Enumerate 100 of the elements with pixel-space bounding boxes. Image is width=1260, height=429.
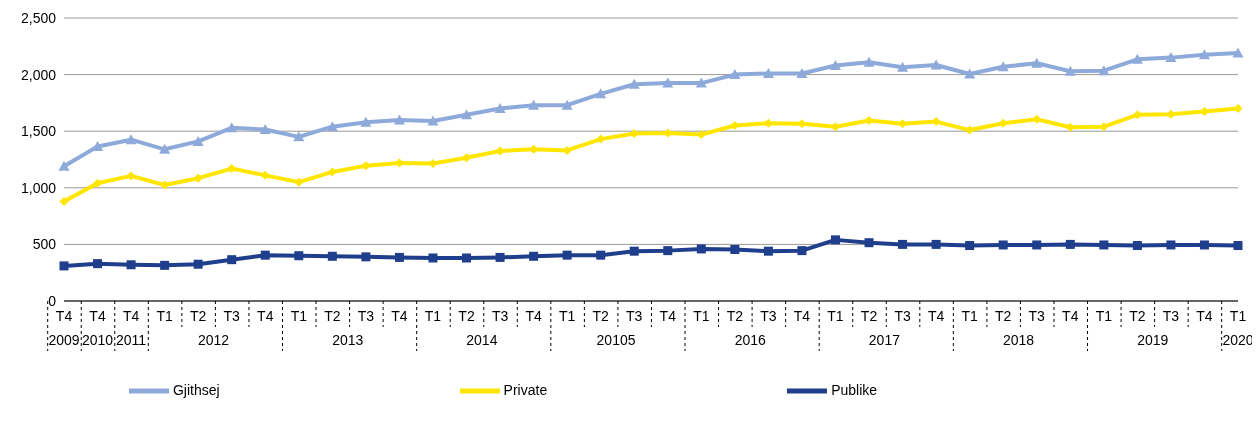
point xyxy=(529,251,539,261)
point xyxy=(897,61,909,72)
point xyxy=(427,115,439,126)
point xyxy=(1132,110,1142,120)
point xyxy=(294,177,304,187)
point xyxy=(193,259,203,269)
x-tick-label: T1 xyxy=(961,308,979,324)
x-tick-label: T2 xyxy=(190,308,207,324)
text: 2011 xyxy=(116,332,147,348)
point xyxy=(596,250,606,260)
x-tick-label: T3 xyxy=(894,308,911,324)
point xyxy=(695,77,707,88)
x-tick-label: T2 xyxy=(860,308,878,324)
point xyxy=(462,253,472,263)
point xyxy=(864,238,874,248)
point xyxy=(965,241,975,251)
point xyxy=(293,131,305,142)
point xyxy=(227,255,237,265)
legend-label: Publike xyxy=(831,381,878,398)
point xyxy=(561,99,573,110)
point xyxy=(260,170,270,180)
text: 2019 xyxy=(1137,332,1169,348)
y-tick-label: 1,000 xyxy=(20,179,57,196)
point xyxy=(1065,122,1075,132)
point xyxy=(796,67,808,78)
point xyxy=(998,240,1008,250)
x-tick-label: T3 xyxy=(1162,308,1180,324)
text: 2013 xyxy=(332,332,364,348)
point xyxy=(159,143,171,154)
x-tick-label: T4 xyxy=(55,308,73,324)
point xyxy=(59,196,69,206)
point xyxy=(797,246,807,256)
point xyxy=(59,261,69,271)
x-tick-label: T1 xyxy=(558,308,576,324)
point xyxy=(294,251,304,261)
x-tick-label: T2 xyxy=(592,308,610,324)
x-tick-label: T4 xyxy=(89,308,106,324)
point xyxy=(126,260,136,270)
point xyxy=(393,114,405,125)
x-tick-label: T2 xyxy=(995,308,1012,324)
point xyxy=(394,252,404,262)
point xyxy=(1132,241,1142,251)
point xyxy=(1065,239,1075,249)
point xyxy=(964,68,976,79)
point xyxy=(494,103,506,114)
x-tick-label: T1 xyxy=(1229,308,1247,324)
point xyxy=(227,164,237,174)
x-tick-label: T4 xyxy=(122,308,140,324)
point xyxy=(93,178,103,188)
point xyxy=(595,88,607,99)
point xyxy=(327,251,337,261)
y-tick-label: 1,500 xyxy=(20,123,57,140)
point xyxy=(729,69,741,80)
point xyxy=(125,134,137,145)
point xyxy=(361,252,371,262)
point xyxy=(663,246,673,256)
point xyxy=(226,122,238,133)
x-tick-label: T4 xyxy=(1062,308,1079,324)
point xyxy=(1032,114,1042,124)
point xyxy=(1099,240,1109,250)
y-tick-label: 2,500 xyxy=(20,9,57,26)
point xyxy=(628,78,640,89)
point xyxy=(160,260,170,270)
point xyxy=(326,121,338,132)
x-tick-label: T1 xyxy=(156,308,174,324)
point xyxy=(562,250,572,260)
point xyxy=(428,253,438,263)
x-tick-label: T3 xyxy=(223,308,241,324)
text: 2012 xyxy=(197,332,230,348)
point xyxy=(1232,47,1244,58)
point xyxy=(1031,57,1043,68)
point xyxy=(192,135,204,146)
x-tick-label: T3 xyxy=(626,308,643,324)
x-tick-label: T1 xyxy=(1095,308,1113,324)
x-tick-label: T1 xyxy=(290,308,308,324)
point xyxy=(863,56,875,67)
x-tick-label: T3 xyxy=(491,308,509,324)
x-tick-label: T1 xyxy=(424,308,442,324)
x-tick-label: T2 xyxy=(324,308,341,324)
legend-label: Gjithsej xyxy=(172,381,220,398)
point xyxy=(1064,65,1076,76)
point xyxy=(696,244,706,254)
point xyxy=(898,239,908,249)
text: 2016 xyxy=(734,332,767,348)
point xyxy=(829,60,841,71)
y-tick-label: 0 xyxy=(48,292,57,309)
x-tick-label: T3 xyxy=(760,308,777,324)
point xyxy=(1032,240,1042,250)
x-tick-label: T4 xyxy=(1196,308,1213,324)
x-tick-label: T4 xyxy=(391,308,408,324)
text: 20105 xyxy=(596,332,636,348)
text: 2009 xyxy=(48,332,80,348)
point xyxy=(1165,52,1177,63)
x-tick-label: T1 xyxy=(693,308,710,324)
point xyxy=(260,250,270,260)
x-tick-label: T2 xyxy=(1129,308,1146,324)
point xyxy=(126,171,136,181)
point xyxy=(360,116,372,127)
point xyxy=(528,99,540,110)
point xyxy=(1131,53,1143,64)
